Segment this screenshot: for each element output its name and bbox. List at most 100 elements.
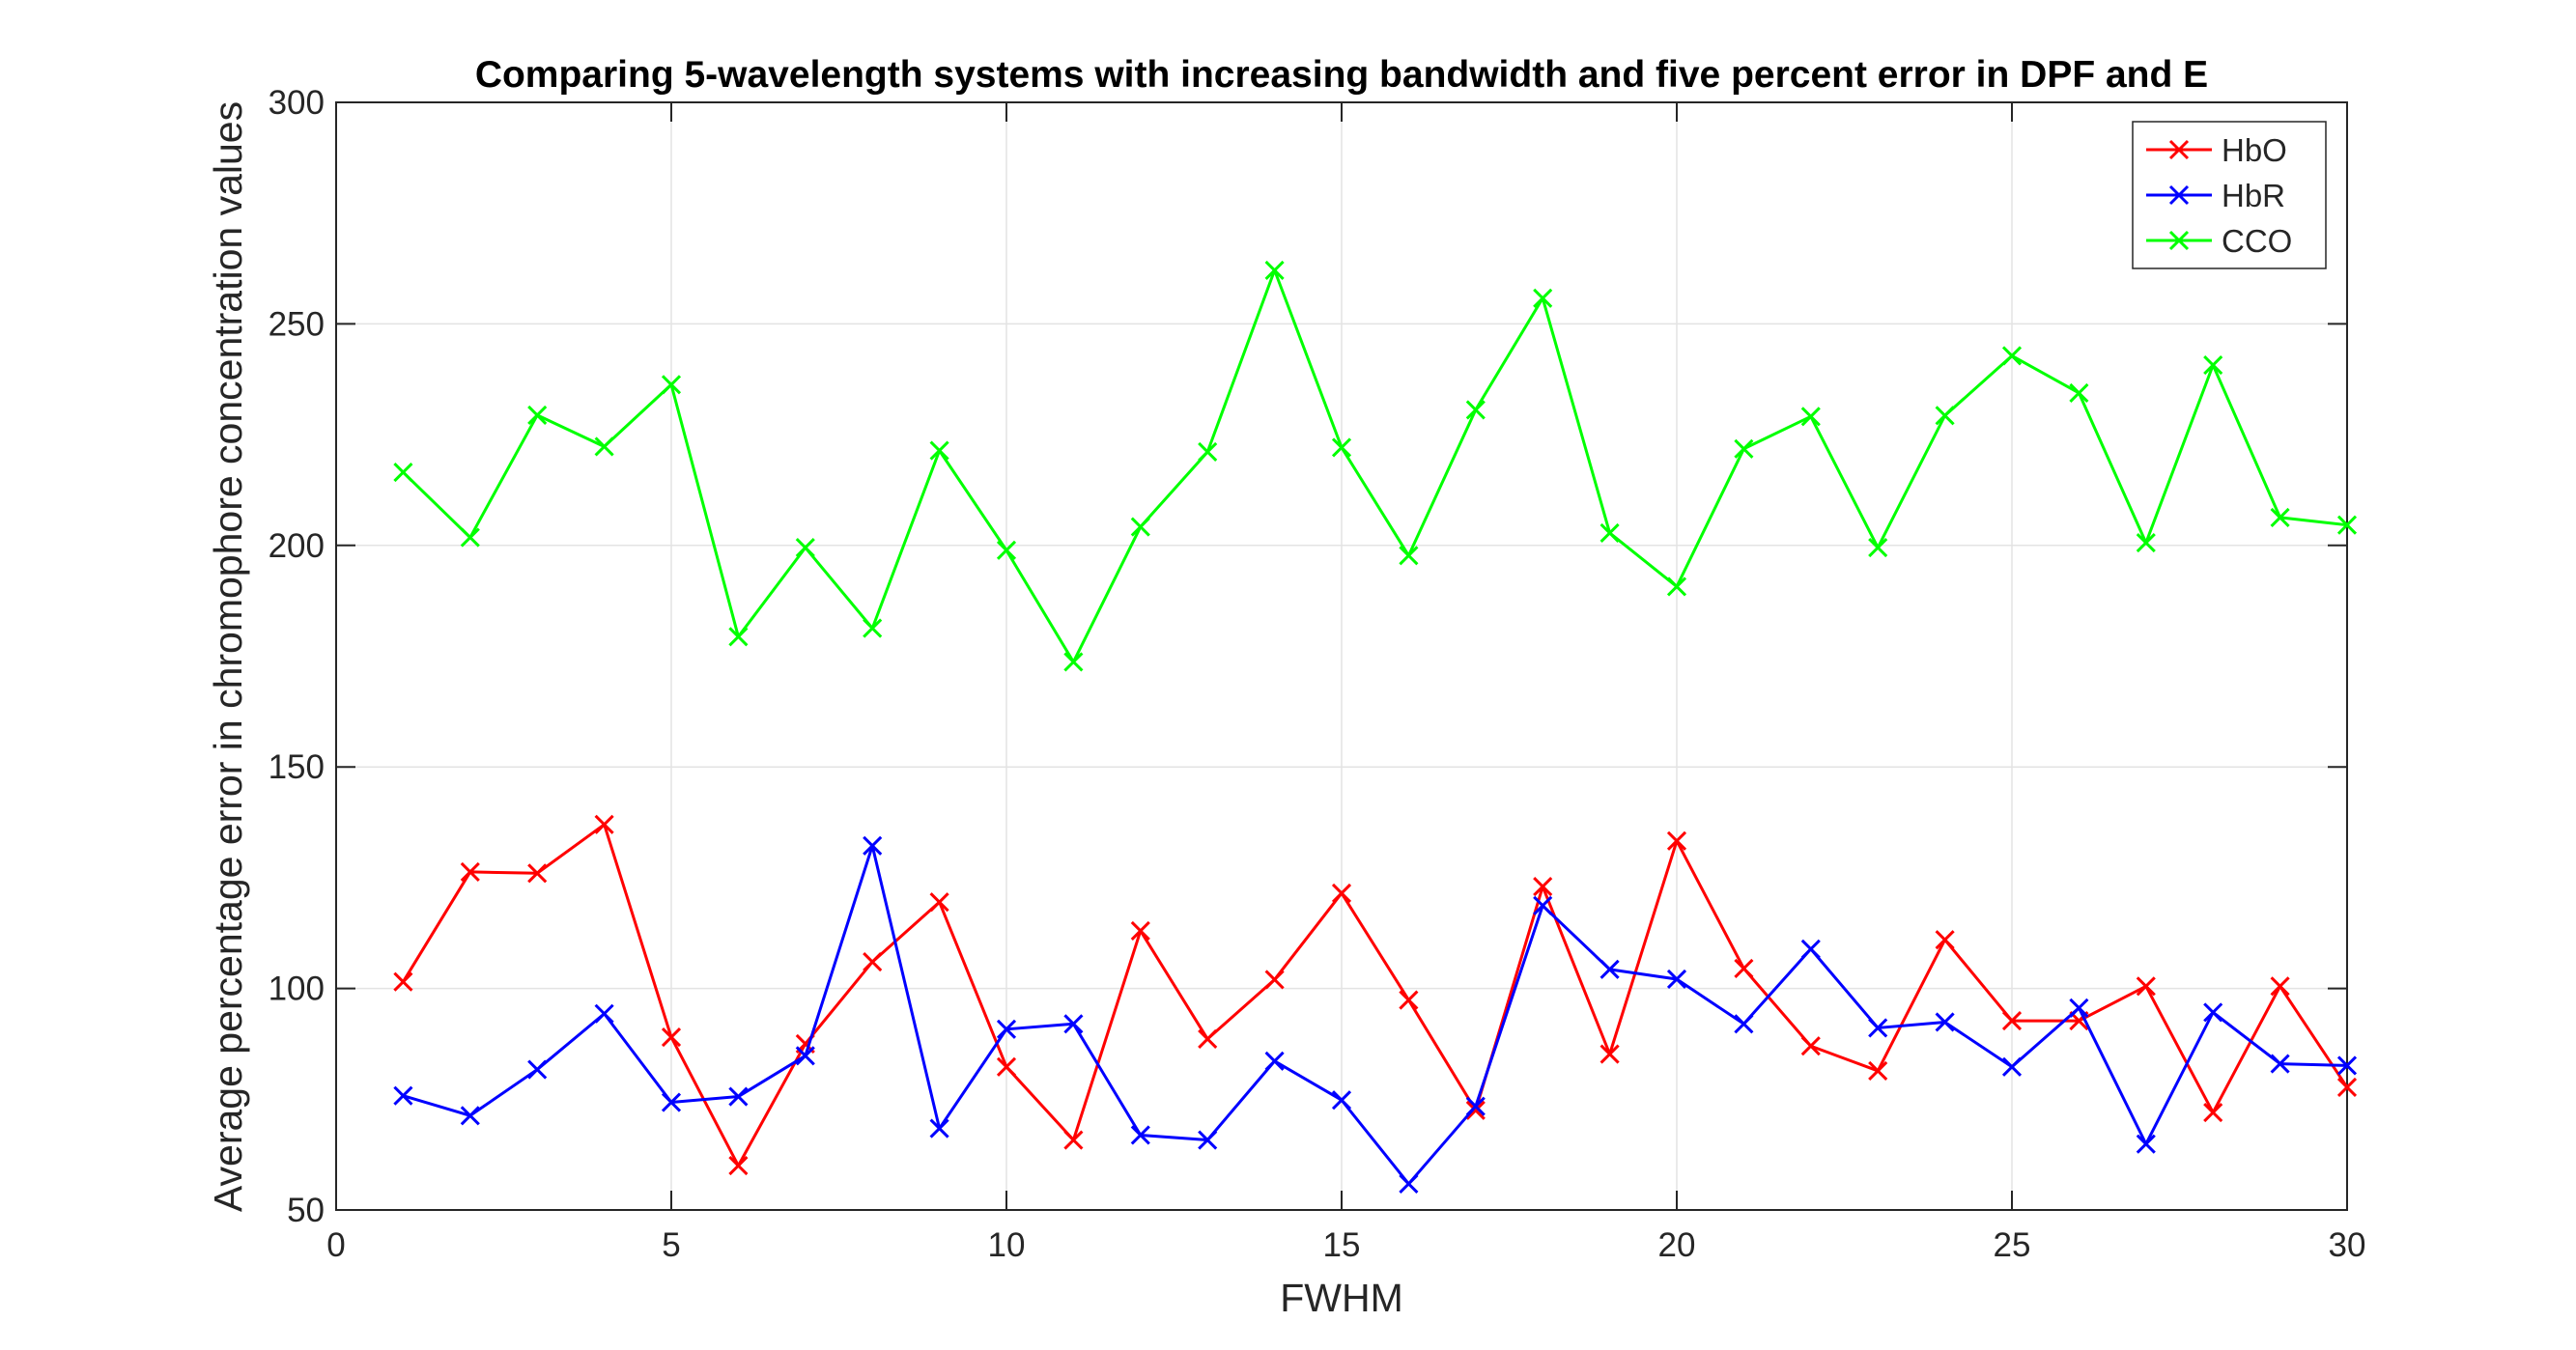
data-point-cco — [2203, 355, 2223, 376]
data-point-hbo — [996, 1056, 1017, 1077]
data-point-cco — [1800, 407, 1821, 427]
data-point-hbr — [795, 1046, 815, 1066]
x-axis-label: FWHM — [1280, 1276, 1403, 1320]
series-line-hbr — [402, 844, 2348, 1186]
data-point-cco — [2336, 515, 2358, 535]
x-tick-label: 30 — [2329, 1226, 2366, 1264]
data-point-hbr — [1264, 1051, 1285, 1071]
legend-label-cco: CCO — [2222, 223, 2292, 259]
data-point-cco — [795, 538, 815, 558]
y-tick-label: 200 — [269, 527, 325, 565]
data-point-cco — [996, 540, 1017, 560]
data-point-hbo — [1599, 1044, 1620, 1064]
series-group — [393, 260, 2358, 1194]
x-tick-label: 25 — [1994, 1226, 2031, 1264]
legend-marker-hbr — [2168, 184, 2190, 206]
data-point-hbo — [1935, 930, 1955, 950]
data-point-hbo — [2203, 1102, 2223, 1123]
data-point-cco — [1264, 260, 1285, 280]
data-point-hbo — [1198, 1028, 1218, 1049]
data-point-hbo — [1264, 970, 1285, 990]
legend: HbO HbR CCO — [2132, 121, 2327, 269]
data-point-hbo — [863, 952, 883, 972]
data-point-hbo — [1399, 990, 1419, 1010]
y-tick-label: 150 — [269, 748, 325, 786]
data-point-hbo — [393, 971, 413, 992]
data-point-hbo — [1063, 1130, 1084, 1150]
data-point-hbr — [1599, 959, 1620, 979]
data-point-hbr — [460, 1106, 480, 1126]
data-point-hbr — [1399, 1173, 1419, 1194]
y-tick-label: 50 — [287, 1192, 325, 1229]
data-point-cco — [1198, 441, 1218, 463]
data-point-hbo — [1533, 877, 1553, 897]
data-point-cco — [1868, 538, 1888, 558]
series-line-hbo — [402, 823, 2349, 1167]
axis-ticks: 0 5 10 15 20 25 30 50 100 150 200 250 300 — [269, 84, 2366, 1264]
data-point-cco — [1935, 406, 1955, 426]
data-point-cco — [1734, 438, 1754, 459]
data-point-hbo — [594, 814, 614, 834]
data-point-hbo — [1800, 1036, 1821, 1056]
data-point-hbr — [996, 1019, 1017, 1039]
data-point-hbr — [2069, 998, 2089, 1018]
data-point-hbo — [661, 1027, 682, 1048]
data-point-hbr — [661, 1092, 682, 1112]
data-point-cco — [2069, 382, 2089, 404]
legend-marker-hbo — [2168, 139, 2190, 160]
data-point-cco — [1465, 400, 1486, 420]
data-point-hbr — [1331, 1090, 1352, 1111]
data-point-hbr — [1666, 969, 1687, 990]
data-point-hbo — [1868, 1060, 1888, 1082]
data-point-hbo — [929, 892, 949, 913]
data-point-cco — [2001, 346, 2023, 366]
data-point-hbo — [527, 863, 548, 884]
x-tick-label: 20 — [1658, 1226, 1696, 1264]
data-point-cco — [1130, 517, 1150, 537]
data-point-hbr — [1198, 1130, 1218, 1150]
data-point-hbo — [1734, 958, 1754, 979]
data-point-hbr — [728, 1086, 749, 1107]
data-point-hbo — [1331, 883, 1352, 904]
data-point-hbr — [1063, 1014, 1084, 1034]
data-point-hbr — [527, 1059, 548, 1080]
data-point-hbr — [1533, 895, 1553, 915]
legend-label-hbo: HbO — [2222, 132, 2287, 168]
data-point-cco — [527, 405, 548, 425]
data-point-cco — [1331, 437, 1352, 458]
data-point-cco — [460, 527, 480, 548]
data-point-hbo — [460, 861, 480, 882]
data-point-hbr — [594, 1003, 614, 1024]
data-point-hbo — [2001, 1011, 2023, 1031]
data-point-hbr — [1868, 1018, 1888, 1038]
data-point-cco — [393, 463, 413, 483]
data-point-cco — [2136, 532, 2156, 553]
data-point-hbo — [2270, 976, 2290, 997]
data-point-hbr — [1734, 1014, 1754, 1034]
data-point-hbo — [2336, 1077, 2358, 1097]
chart-title: Comparing 5-wavelength systems with incr… — [475, 54, 2208, 96]
data-point-cco — [1666, 577, 1687, 597]
legend-marker-cco — [2168, 230, 2190, 251]
data-point-cco — [863, 618, 883, 638]
data-point-hbr — [1130, 1125, 1150, 1145]
data-point-hbr — [1800, 939, 1821, 959]
y-tick-label: 250 — [269, 305, 325, 343]
x-tick-label: 5 — [662, 1226, 680, 1264]
data-point-hbo — [728, 1156, 749, 1176]
data-point-cco — [1063, 652, 1084, 672]
data-point-hbr — [2001, 1056, 2023, 1077]
data-point-hbr — [393, 1085, 413, 1106]
data-point-cco — [728, 627, 749, 647]
data-point-cco — [1533, 288, 1553, 308]
data-point-cco — [929, 440, 949, 461]
x-tick-label: 10 — [988, 1226, 1026, 1264]
x-tick-label: 15 — [1323, 1226, 1361, 1264]
legend-label-hbr: HbR — [2222, 178, 2285, 213]
series-line-cco — [402, 268, 2348, 663]
data-point-hbo — [1666, 830, 1687, 851]
data-point-hbr — [2136, 1134, 2156, 1154]
data-point-hbr — [2336, 1055, 2358, 1076]
data-point-hbo — [2136, 976, 2156, 997]
